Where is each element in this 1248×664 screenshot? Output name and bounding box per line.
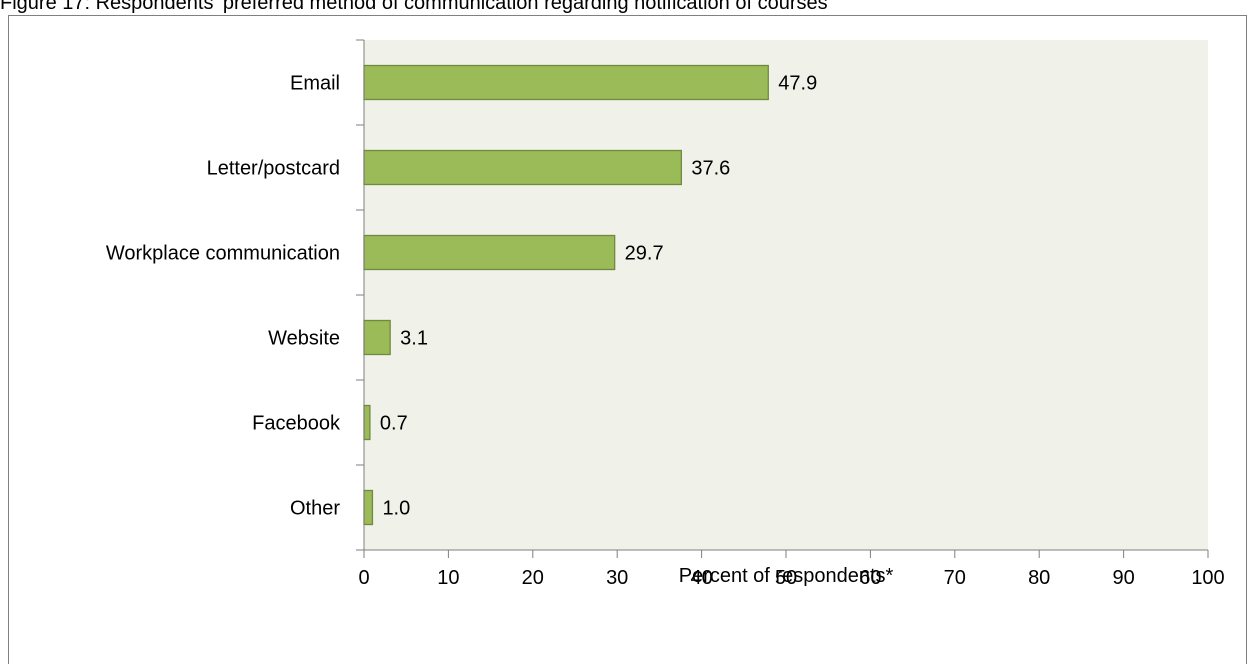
x-axis-title: Percent of respondents* <box>679 565 894 587</box>
x-tick-label-9: 90 <box>1112 567 1134 589</box>
bar-1 <box>363 149 682 186</box>
bar-0 <box>363 64 769 101</box>
category-label-1: Letter/postcard <box>207 158 340 180</box>
category-label-0: Email <box>290 73 340 95</box>
x-tick-label-2: 20 <box>522 567 544 589</box>
x-tick-label-6: 60 <box>859 567 881 589</box>
bar-3 <box>363 319 391 356</box>
data-label-3: 3.1 <box>400 328 428 350</box>
figure-title: Figure 17: Respondents' preferred method… <box>0 0 828 14</box>
data-label-4: 0.7 <box>380 413 408 435</box>
category-label-2: Workplace communication <box>106 243 340 265</box>
x-tick-label-3: 30 <box>606 567 628 589</box>
bar-5 <box>363 489 374 526</box>
bar-4 <box>363 404 371 441</box>
data-label-2: 29.7 <box>625 243 664 265</box>
x-tick-label-0: 0 <box>358 567 369 589</box>
category-label-4: Facebook <box>252 413 341 435</box>
chart-frame <box>8 15 1247 664</box>
x-tick-label-5: 50 <box>775 567 797 589</box>
category-label-5: Other <box>290 498 340 520</box>
data-label-1: 37.6 <box>691 158 730 180</box>
x-tick-label-1: 10 <box>437 567 459 589</box>
x-tick-label-4: 40 <box>690 567 712 589</box>
x-tick-label-10: 100 <box>1191 567 1224 589</box>
x-tick-label-8: 80 <box>1028 567 1050 589</box>
plot-area <box>364 40 1208 550</box>
category-label-3: Website <box>268 328 340 350</box>
data-label-5: 1.0 <box>382 498 410 520</box>
data-label-0: 47.9 <box>778 73 817 95</box>
x-tick-label-7: 70 <box>944 567 966 589</box>
bar-2 <box>363 234 616 271</box>
